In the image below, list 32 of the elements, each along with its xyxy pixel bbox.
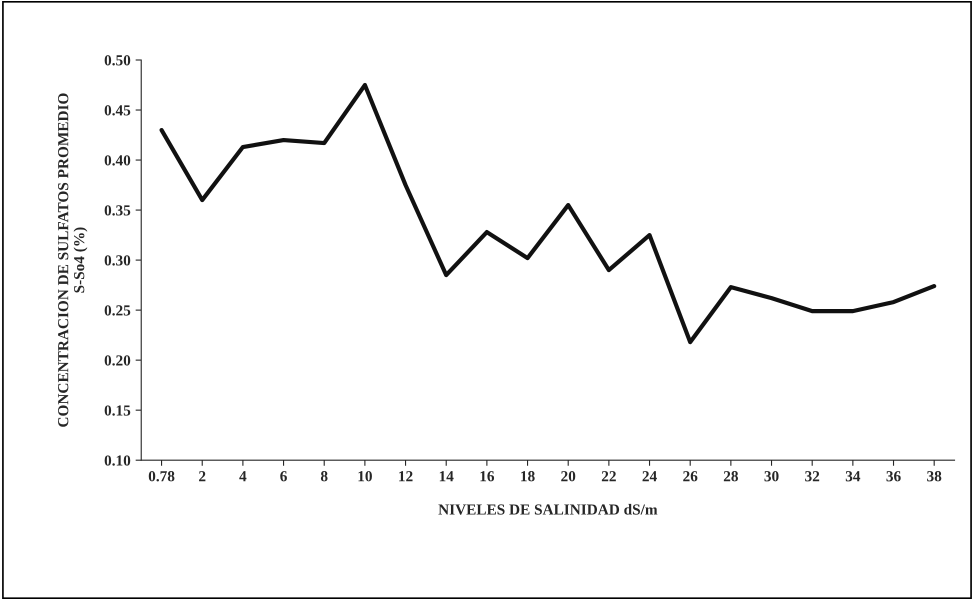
x-tick-label: 8 (320, 471, 328, 482)
y-tick-label: 0.25 (104, 305, 130, 316)
x-tick-label: 4 (239, 471, 246, 482)
x-tick-label: 36 (886, 471, 901, 482)
y-tick-label: 0.20 (104, 355, 130, 366)
x-axis-title: NIVELES DE SALINIDAD dS/m (438, 504, 658, 515)
x-tick-label: 14 (440, 471, 454, 482)
x-tick-label: 18 (521, 471, 535, 482)
y-tick-label: 0.40 (104, 155, 130, 166)
y-tick-label: 0.15 (104, 405, 130, 416)
line-series (159, 82, 936, 344)
x-tick-label: 16 (480, 471, 494, 482)
x-tick-label: 10 (358, 471, 372, 482)
x-tick-label: 38 (927, 471, 942, 482)
x-tick-label: 6 (280, 471, 287, 482)
x-tick-label: 22 (602, 471, 616, 482)
y-axis-title: CONCENTRACION DE SULFATOS PROMEDIO S-So4 (%) (58, 93, 88, 427)
x-tick-label: 24 (642, 471, 657, 482)
x-tick-label: 0.78 (148, 471, 174, 482)
x-tick-label: 2 (199, 471, 206, 482)
x-tick-label: 34 (846, 471, 860, 482)
x-tick-label: 32 (805, 471, 820, 482)
y-tick-label: 0.30 (104, 255, 130, 266)
x-tick-label: 30 (764, 471, 779, 482)
x-tick-label: 26 (683, 471, 698, 482)
y-tick-label: 0.50 (104, 55, 130, 66)
x-tick-label: 28 (724, 471, 738, 482)
x-tick-label: 20 (561, 471, 576, 482)
x-tick-label: 12 (399, 471, 413, 482)
y-tick-label: 0.10 (104, 455, 130, 466)
y-tick-label: 0.35 (104, 205, 130, 216)
y-tick-label: 0.45 (104, 105, 130, 116)
